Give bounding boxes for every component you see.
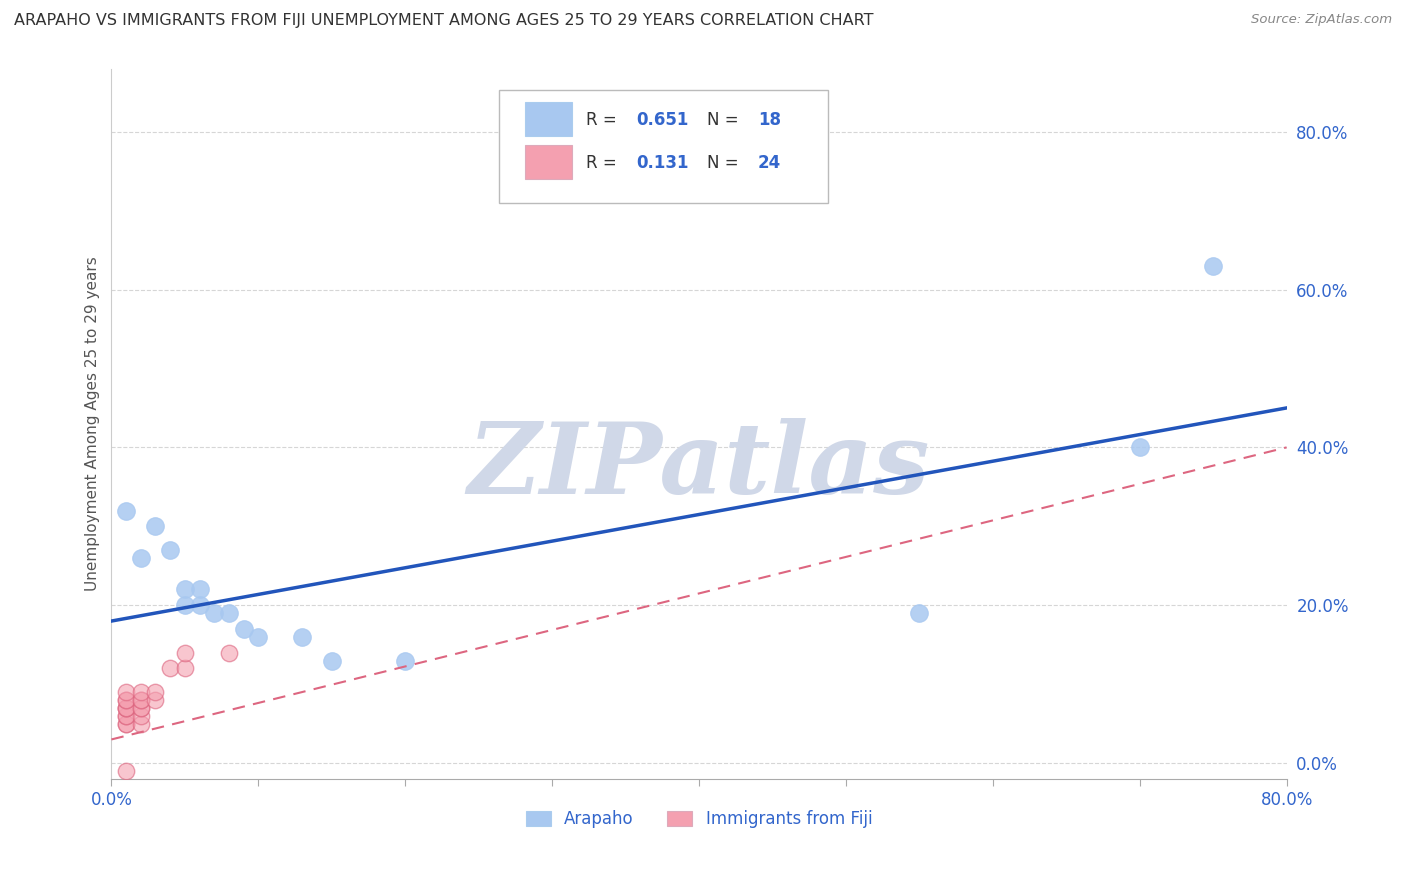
Point: [115, 708, 138, 723]
Point: [115, 701, 138, 715]
Point: [232, 622, 254, 636]
Point: [218, 606, 240, 620]
Point: [129, 708, 152, 723]
Y-axis label: Unemployment Among Ages 25 to 29 years: Unemployment Among Ages 25 to 29 years: [86, 256, 100, 591]
Point: [115, 701, 138, 715]
Point: [159, 661, 181, 675]
Point: [321, 653, 343, 667]
Point: [115, 693, 138, 707]
Point: [129, 701, 152, 715]
Point: [115, 764, 138, 778]
FancyBboxPatch shape: [524, 102, 572, 136]
Text: 0.131: 0.131: [637, 154, 689, 172]
Point: [173, 661, 195, 675]
Point: [173, 599, 195, 613]
Text: N =: N =: [707, 111, 740, 128]
Point: [173, 582, 195, 597]
Point: [159, 543, 181, 558]
Point: [218, 646, 240, 660]
Text: R =: R =: [586, 111, 617, 128]
Point: [1202, 259, 1225, 273]
Point: [115, 701, 138, 715]
Point: [129, 701, 152, 715]
Point: [291, 630, 314, 644]
Legend: Arapaho, Immigrants from Fiji: Arapaho, Immigrants from Fiji: [519, 803, 879, 835]
Point: [115, 503, 138, 517]
Text: Source: ZipAtlas.com: Source: ZipAtlas.com: [1251, 13, 1392, 27]
Point: [129, 685, 152, 699]
Point: [129, 693, 152, 707]
Text: R =: R =: [586, 154, 617, 172]
Text: ARAPAHO VS IMMIGRANTS FROM FIJI UNEMPLOYMENT AMONG AGES 25 TO 29 YEARS CORRELATI: ARAPAHO VS IMMIGRANTS FROM FIJI UNEMPLOY…: [14, 13, 873, 29]
Text: 24: 24: [758, 154, 780, 172]
FancyBboxPatch shape: [524, 145, 572, 178]
Point: [115, 708, 138, 723]
Point: [129, 550, 152, 565]
Point: [173, 646, 195, 660]
Point: [202, 606, 225, 620]
Point: [115, 716, 138, 731]
FancyBboxPatch shape: [499, 90, 828, 203]
Point: [145, 693, 167, 707]
Point: [1129, 441, 1152, 455]
Point: [129, 693, 152, 707]
Point: [394, 653, 416, 667]
Point: [908, 606, 931, 620]
Point: [188, 599, 211, 613]
Point: [145, 519, 167, 533]
Text: N =: N =: [707, 154, 740, 172]
Point: [145, 685, 167, 699]
Point: [115, 716, 138, 731]
Text: 0.651: 0.651: [637, 111, 689, 128]
Text: 18: 18: [758, 111, 780, 128]
Text: ZIPatlas: ZIPatlas: [468, 418, 931, 515]
Point: [247, 630, 270, 644]
Point: [115, 693, 138, 707]
Point: [115, 685, 138, 699]
Point: [188, 582, 211, 597]
Point: [129, 716, 152, 731]
